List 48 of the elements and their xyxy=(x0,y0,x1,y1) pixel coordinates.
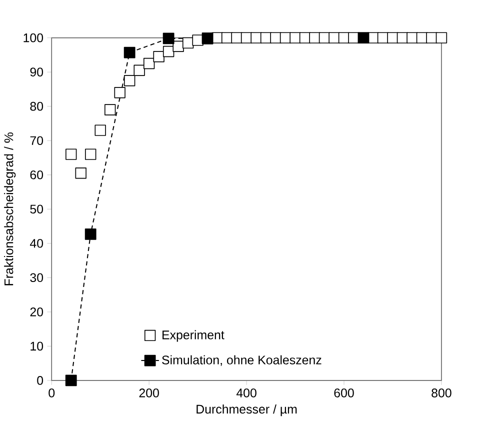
x-tick-label: 600 xyxy=(334,388,354,398)
point xyxy=(309,32,320,44)
point xyxy=(290,32,301,44)
point xyxy=(65,374,77,386)
point xyxy=(94,124,106,136)
x-tick-label: 400 xyxy=(236,388,256,398)
point xyxy=(436,32,448,44)
point xyxy=(270,32,282,44)
y-tick-label: 80 xyxy=(30,102,44,111)
y-tick-label: 10 xyxy=(30,342,44,351)
x-tick-label: 800 xyxy=(432,388,452,398)
legend-label: Simulation, ohne Koaleszenz xyxy=(162,355,322,366)
point xyxy=(387,32,398,44)
y-tick-label: 100 xyxy=(24,33,44,42)
y-tick-label: 60 xyxy=(30,170,44,180)
point xyxy=(85,148,96,160)
point xyxy=(328,32,340,44)
y-tick-label: 0 xyxy=(37,376,44,385)
point xyxy=(426,32,438,44)
point xyxy=(162,32,174,44)
x-axis-title: Durchmesser / µm xyxy=(196,404,297,416)
x-tick-label: 0 xyxy=(48,388,55,398)
point xyxy=(75,167,86,179)
y-tick-label: 30 xyxy=(30,273,44,282)
y-tick-label: 90 xyxy=(30,68,44,76)
y-tick-label: 70 xyxy=(30,136,44,145)
point xyxy=(124,46,136,58)
point xyxy=(358,32,370,44)
point xyxy=(124,74,136,86)
point xyxy=(162,46,174,58)
y-tick-label: 20 xyxy=(30,307,44,316)
point xyxy=(231,32,242,44)
point xyxy=(153,50,164,62)
point xyxy=(104,104,116,116)
y-tick-label: 40 xyxy=(30,238,44,248)
point xyxy=(406,32,418,44)
point xyxy=(143,58,155,70)
point xyxy=(66,148,77,160)
y-tick-label: 50 xyxy=(30,204,44,214)
point xyxy=(192,34,204,46)
point xyxy=(250,32,262,44)
point xyxy=(134,64,145,76)
y-axis-title: Fraktionsabscheidegrad / % xyxy=(4,132,16,286)
point xyxy=(114,86,126,98)
x-tick-label: 200 xyxy=(139,388,159,398)
point xyxy=(348,32,360,44)
point xyxy=(84,228,96,240)
legend-label: Experiment xyxy=(162,330,224,342)
